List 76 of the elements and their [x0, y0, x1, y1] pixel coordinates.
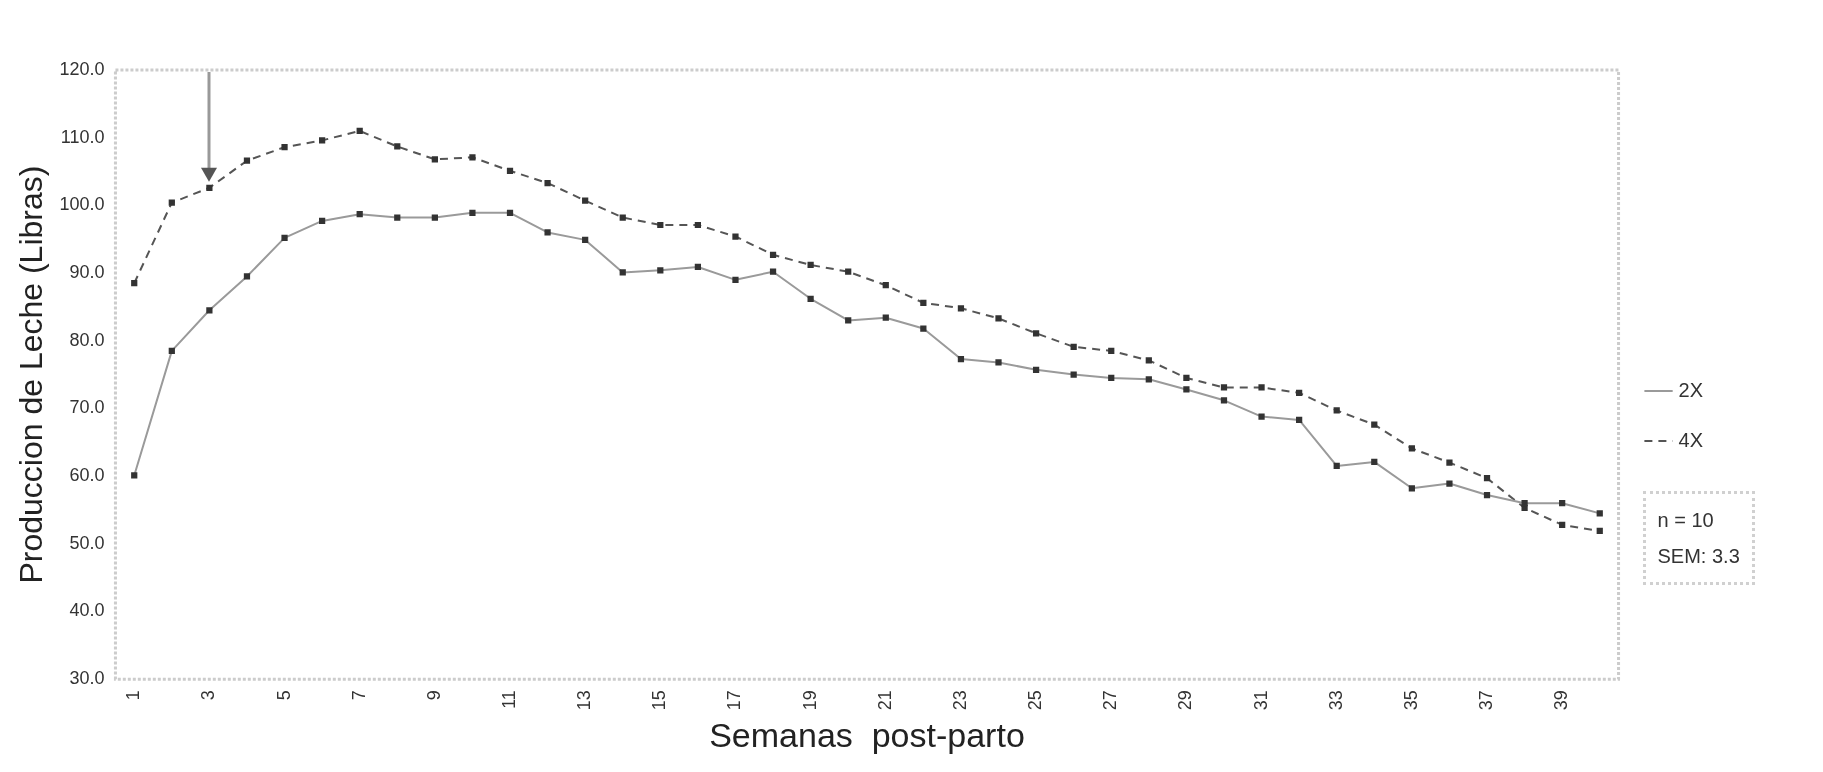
y-tick-label: 110.0: [60, 126, 105, 147]
y-axis-title: Produccion de Leche (Libras): [13, 165, 50, 584]
point: [168, 199, 175, 206]
point: [1371, 421, 1378, 428]
x-tick-label: 3: [198, 690, 219, 701]
x-tick-label: 1: [123, 690, 144, 701]
point: [657, 221, 664, 229]
point: [394, 143, 401, 150]
point: [1408, 445, 1415, 452]
y-tick-label: 50.0: [69, 532, 105, 553]
point: [206, 184, 213, 191]
legend-label: 2X: [1678, 378, 1704, 401]
x-tick-label: 37: [1475, 690, 1496, 711]
y-tick-label: 80.0: [69, 329, 105, 350]
point: [582, 197, 589, 204]
y-tick-label: 70.0: [69, 397, 105, 418]
point: [807, 261, 814, 269]
point: [1333, 407, 1340, 414]
text: n = 10: [1657, 508, 1715, 533]
y-tick-label: 120.0: [59, 58, 105, 79]
point: [882, 282, 889, 289]
point: [1220, 384, 1228, 391]
x-tick-label: 9: [423, 690, 444, 701]
point: [431, 156, 438, 163]
y-tick-label: 60.0: [69, 465, 105, 486]
point: [544, 179, 551, 187]
x-tick-label: 31: [1250, 690, 1271, 711]
point: [769, 251, 777, 258]
x-tick-label: 27: [1100, 690, 1121, 711]
point: [131, 280, 138, 287]
x-tick-label: 33: [1325, 690, 1346, 711]
x-tick-label: 5: [273, 690, 294, 701]
x-tick-label: 13: [574, 690, 595, 711]
point: [319, 137, 326, 144]
x-tick-label: 29: [1175, 690, 1196, 711]
point: [1596, 527, 1603, 535]
x-tick-label: 23: [949, 690, 970, 711]
x-tick-label: 11: [498, 690, 519, 709]
point: [356, 127, 363, 135]
point: [469, 154, 476, 161]
point: [995, 315, 1002, 322]
x-axis-title: Semanas post-parto: [709, 715, 1025, 754]
x-tick-label: 35: [1400, 690, 1421, 711]
point: [1070, 343, 1077, 350]
x-tick-label: 15: [649, 690, 670, 711]
point: [957, 305, 965, 312]
text: SEM: 3.3: [1657, 544, 1740, 569]
point: [1521, 504, 1528, 512]
x-tick-label: 25: [1025, 690, 1046, 711]
x-tick-label: 7: [348, 690, 369, 701]
point: [281, 144, 288, 151]
point: [1559, 521, 1566, 528]
point: [506, 167, 514, 174]
x-tick-label: 19: [799, 690, 820, 711]
point: [1032, 330, 1040, 337]
point: [1108, 347, 1115, 355]
point: [1296, 389, 1303, 396]
x-tick-label: 17: [724, 690, 745, 711]
point: [619, 214, 626, 221]
point: [845, 268, 852, 275]
point: [1258, 384, 1265, 391]
y-tick-label: 30.0: [69, 668, 105, 689]
point: [694, 221, 702, 229]
y-tick-label: 90.0: [69, 262, 105, 283]
point: [243, 157, 251, 164]
x-tick-label: 39: [1551, 690, 1572, 711]
y-tick-label: 100.0: [59, 194, 105, 215]
point: [1446, 459, 1453, 466]
point: [1145, 357, 1152, 364]
legend-label: 4X: [1678, 428, 1704, 451]
y-tick-label: 40.0: [69, 600, 105, 621]
point: [1183, 374, 1190, 382]
point: [920, 299, 927, 306]
x-tick-label: 21: [874, 690, 895, 711]
point: [1483, 475, 1491, 482]
point: [732, 233, 739, 240]
